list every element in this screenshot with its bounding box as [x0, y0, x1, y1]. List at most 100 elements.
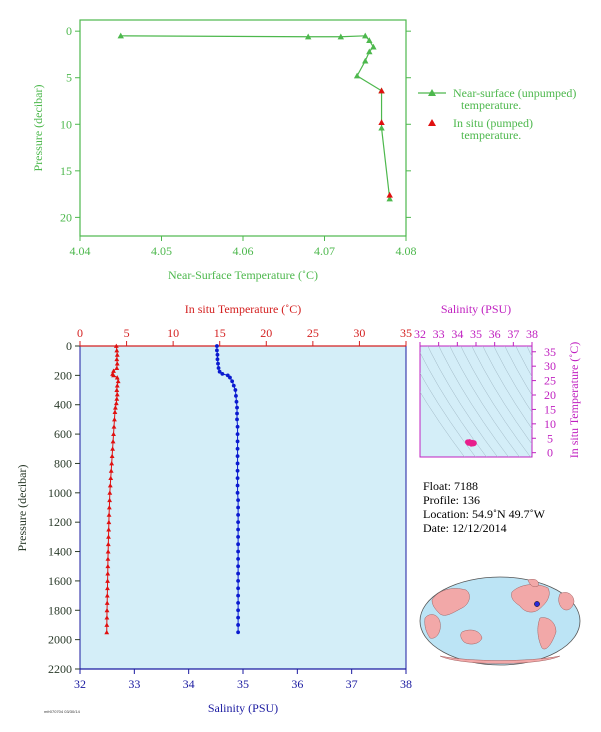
temp-point: [107, 483, 113, 488]
map-land-africa: [424, 614, 441, 639]
temp-point: [104, 607, 110, 613]
pumped-point: [386, 191, 393, 198]
temp-point: [105, 578, 110, 583]
ts-x-tick-label: 37: [507, 327, 519, 341]
sal-point: [235, 424, 240, 429]
profile-bottom-axis-label: Salinity (PSU): [208, 701, 278, 715]
top-plot-area: [79, 19, 407, 237]
temp-point: [104, 622, 110, 627]
profile-y-tick-label: 1800: [48, 603, 72, 617]
ts-contour: [438, 346, 509, 457]
profile-sal-tick-label: 37: [346, 677, 358, 691]
map-land-europe: [558, 592, 575, 611]
temp-point: [112, 417, 117, 422]
sal-point: [236, 542, 241, 547]
profile-temp-tick-label: 5: [124, 326, 130, 340]
sal-point: [236, 520, 241, 525]
profile-y-tick-label: 1600: [48, 574, 72, 588]
unpumped-point: [337, 33, 344, 40]
sal-point: [236, 601, 241, 605]
sal-point: [236, 615, 241, 620]
temp-point: [106, 505, 112, 510]
ts-y-tick-label: 30: [544, 359, 556, 373]
sal-point: [235, 461, 240, 466]
profile-sal-tick-label: 34: [183, 677, 195, 691]
top-x-tick-label: 4.05: [151, 244, 172, 258]
sal-point: [234, 394, 238, 398]
map-land-australia: [460, 629, 483, 645]
top-y-ticks: 0 5 10 15 20: [60, 24, 411, 224]
profile-temp-tick-label: 20: [260, 326, 272, 340]
ts-x-axis-label: Salinity (PSU): [441, 302, 511, 316]
top-y-tick-label: 15: [60, 164, 72, 178]
temp-point: [111, 431, 116, 437]
profile-plot-area: [79, 345, 407, 670]
sal-point: [215, 344, 219, 348]
ts-contour: [526, 346, 532, 358]
ts-contour: [420, 351, 487, 457]
ts-x-tick-label: 33: [433, 327, 445, 341]
temp-point: [107, 490, 113, 495]
sal-point: [235, 483, 240, 488]
temp-point: [114, 383, 120, 388]
footer-stamp: mfr070704 03/30/14: [44, 709, 81, 714]
temp-point: [107, 497, 113, 503]
ts-x-tick-label: 36: [489, 327, 501, 341]
temp-point: [104, 600, 110, 605]
sal-point: [236, 586, 241, 591]
temp-point: [114, 352, 120, 357]
profile-chart: 0200400600800100012001400160018002000220…: [15, 302, 412, 715]
temp-point: [104, 593, 110, 598]
top-y-axis-label: Pressure (decibar): [31, 85, 45, 172]
temp-point: [108, 468, 114, 473]
ts-y-tick-label: 5: [547, 431, 553, 445]
temp-point: [109, 461, 115, 466]
profile-temp-tick-label: 35: [400, 326, 412, 340]
ts-plot-area: [419, 345, 533, 458]
top-x-tick-label: 4.06: [233, 244, 254, 258]
temp-point: [114, 348, 120, 353]
temp-point: [111, 368, 116, 373]
ts-contour-group: [420, 346, 532, 457]
date: Date: 12/12/2014: [423, 521, 507, 535]
temp-point: [106, 512, 112, 517]
profile-temp-ticks: 0 5 10 15 20 25 30 35: [77, 326, 412, 346]
profile-y-tick-label: 1200: [48, 515, 72, 529]
ts-y-tick-label: 35: [544, 345, 556, 359]
map-land-greenland: [527, 579, 539, 587]
legend-label-unpumped: Near-surface (unpumped) temperature.: [453, 86, 576, 112]
profile-sal-tick-label: 32: [74, 677, 86, 691]
sal-point: [235, 417, 239, 422]
temp-point: [112, 409, 118, 414]
profile-salinity-ticks: 32 33 34 35 36 37 38: [74, 669, 412, 691]
temp-point: [111, 424, 117, 429]
sal-point: [235, 439, 240, 444]
ts-x-tick-label: 38: [526, 327, 538, 341]
map-land-antarctica: [439, 655, 561, 664]
ts-contour: [460, 346, 531, 457]
float-info: Float: 7188 Profile: 136 Location: 54.9˚…: [423, 479, 546, 535]
ts-y-tick-label: 25: [544, 374, 556, 388]
location: Location: 54.9˚N 49.7˚W: [423, 507, 546, 521]
ts-contour: [504, 346, 532, 396]
sal-point: [235, 490, 240, 495]
top-x-axis-label: Near-Surface Temperature (˚C): [168, 268, 318, 282]
ts-point: [465, 439, 471, 445]
ts-contour: [482, 346, 532, 430]
pumped-point: [378, 87, 385, 94]
top-x-tick-label: 4.04: [70, 244, 91, 258]
sal-point: [236, 534, 241, 539]
sal-point: [236, 498, 241, 503]
profile-temp-tick-label: 10: [167, 326, 179, 340]
sal-point: [236, 527, 241, 532]
temp-point: [111, 372, 116, 378]
ts-y-axis-label: In situ Temperature (˚C): [567, 342, 581, 459]
top-x-ticks: 4.04 4.05 4.06 4.07 4.08: [70, 236, 417, 258]
temperature-profile: [104, 343, 121, 635]
profile-y-tick-label: 800: [54, 456, 72, 470]
profile-y-tick-label: 200: [54, 368, 72, 382]
top-y-tick-label: 0: [66, 24, 72, 38]
